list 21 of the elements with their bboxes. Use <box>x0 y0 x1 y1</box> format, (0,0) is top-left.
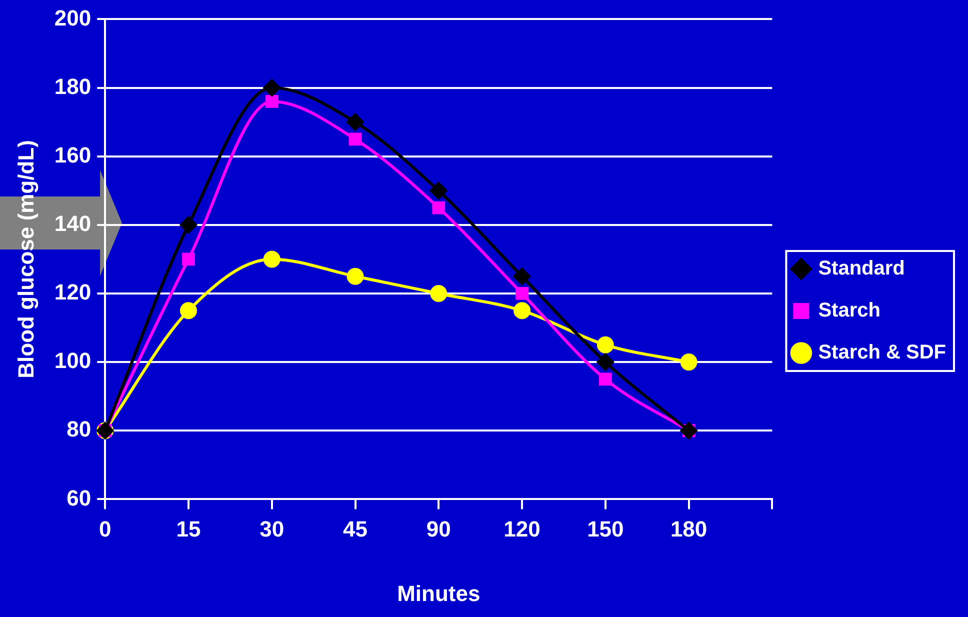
x-tick-label: 150 <box>587 516 624 542</box>
x-axis-title: Minutes <box>397 580 480 606</box>
x-tick-label: 45 <box>343 516 368 542</box>
y-tick-label: 160 <box>54 142 92 168</box>
x-tick-label: 90 <box>426 516 451 542</box>
legend-label: Starch <box>818 300 880 322</box>
y-tick-label: 140 <box>54 210 92 236</box>
x-tick-label: 15 <box>176 516 201 542</box>
y-tick-label: 120 <box>54 280 92 305</box>
y-tick-label: 60 <box>66 485 92 510</box>
y-tick-label: 80 <box>66 416 92 442</box>
x-tick-label: 0 <box>98 516 112 542</box>
legend-label: Standard <box>818 258 905 280</box>
x-tick-label: 180 <box>670 516 708 542</box>
y-tick-label: 200 <box>54 5 92 30</box>
y-tick-label: 180 <box>54 74 92 99</box>
y-axis-title: Blood glucose (mg/dL) <box>13 140 38 378</box>
legend-label: Starch & SDF <box>818 342 946 364</box>
x-tick-label: 120 <box>504 516 540 542</box>
y-tick-label: 100 <box>54 348 92 374</box>
x-tick-label: 30 <box>260 516 284 542</box>
